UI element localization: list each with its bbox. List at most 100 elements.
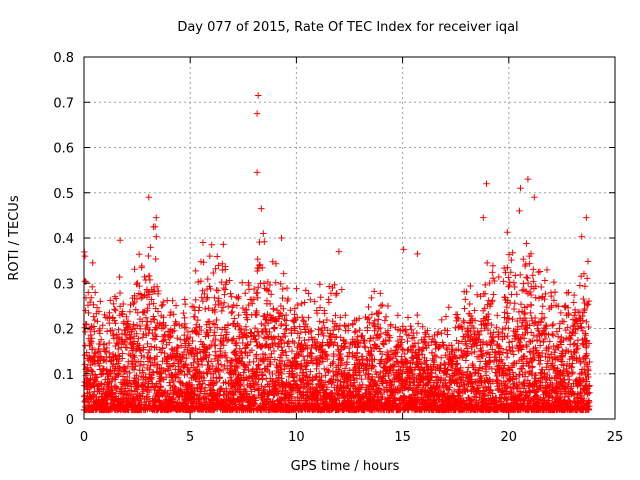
data-point-marker [109, 314, 117, 321]
data-point-marker [109, 386, 116, 394]
data-point-marker [504, 332, 511, 340]
data-point-marker [186, 368, 193, 375]
data-point-marker [169, 297, 176, 304]
data-point-marker [203, 345, 210, 353]
data-point-marker [302, 287, 310, 294]
data-point-marker [205, 332, 212, 340]
data-point-marker [136, 282, 143, 290]
data-point-marker [123, 391, 130, 398]
data-point-marker [146, 346, 153, 354]
data-point-marker [139, 334, 147, 341]
data-point-marker [232, 340, 239, 347]
data-point-marker [91, 352, 98, 360]
data-points [80, 92, 593, 414]
data-point-marker [133, 330, 140, 337]
data-point-marker [500, 264, 508, 272]
data-point-marker [457, 347, 465, 354]
data-point-marker [194, 278, 202, 286]
data-point-marker [152, 331, 159, 339]
data-point-marker [165, 367, 172, 374]
data-point-marker [119, 311, 126, 318]
data-point-marker [96, 362, 103, 370]
data-point-marker [153, 344, 160, 351]
data-point-marker [152, 255, 159, 263]
data-point-marker [153, 233, 160, 240]
data-point-marker [169, 353, 176, 360]
data-point-marker [127, 334, 134, 341]
data-point-marker [379, 301, 386, 309]
data-point-marker [161, 389, 168, 396]
data-point-marker [144, 393, 151, 400]
data-point-marker [196, 323, 203, 330]
data-point-marker [353, 316, 360, 324]
data-point-marker [213, 316, 220, 324]
data-point-marker [196, 304, 203, 311]
data-point-marker [302, 329, 309, 336]
data-point-marker [216, 374, 224, 381]
data-point-marker [206, 351, 213, 359]
data-point-marker [325, 299, 333, 306]
data-point-marker [316, 318, 323, 325]
data-point-marker [146, 301, 153, 308]
data-point-marker [114, 352, 122, 359]
data-point-marker [261, 238, 268, 245]
data-point-marker [361, 343, 368, 350]
data-point-marker [85, 309, 92, 317]
data-point-marker [142, 401, 150, 409]
data-point-marker [196, 369, 204, 376]
data-point-marker [126, 369, 133, 377]
data-point-marker [189, 337, 196, 345]
data-point-marker [186, 333, 194, 341]
data-point-marker [138, 294, 145, 302]
data-point-marker [280, 270, 287, 277]
data-point-marker [154, 308, 162, 315]
data-point-marker [227, 290, 234, 297]
data-point-marker [201, 290, 208, 298]
data-point-marker [162, 322, 169, 329]
data-point-marker [115, 357, 123, 365]
data-point-marker [119, 350, 126, 357]
data-point-marker [404, 314, 412, 321]
data-point-marker [170, 311, 177, 318]
data-point-marker [229, 336, 236, 344]
data-point-marker [87, 294, 95, 302]
data-point-marker [137, 347, 144, 355]
data-point-marker [445, 304, 453, 311]
data-point-marker [166, 379, 173, 386]
data-point-marker [211, 348, 219, 355]
data-point-marker [270, 324, 278, 332]
data-point-marker [111, 306, 118, 313]
data-point-marker [413, 329, 421, 337]
data-point-marker [171, 322, 178, 329]
data-point-marker [207, 326, 214, 334]
data-point-marker [157, 384, 165, 391]
data-point-marker [407, 322, 414, 330]
data-point-marker [169, 346, 176, 354]
data-point-marker [145, 291, 153, 298]
data-point-marker [140, 344, 147, 351]
data-point-marker [147, 354, 154, 361]
data-point-marker [183, 354, 190, 362]
data-point-marker [294, 301, 301, 309]
data-point-marker [202, 305, 209, 313]
data-point-marker [161, 332, 169, 339]
data-point-marker [130, 321, 137, 328]
data-point-marker [228, 309, 235, 317]
data-point-marker [390, 363, 398, 371]
data-point-marker [206, 366, 214, 373]
data-point-marker [293, 285, 300, 292]
data-point-marker [207, 285, 214, 293]
data-point-marker [150, 369, 157, 376]
data-point-marker [377, 290, 384, 297]
data-point-marker [146, 272, 153, 280]
data-point-marker [167, 332, 175, 340]
data-point-marker [305, 290, 312, 297]
data-point-marker [126, 335, 134, 343]
data-point-marker [211, 294, 218, 302]
data-point-marker [145, 252, 152, 260]
data-point-marker [222, 266, 229, 273]
data-point-marker [352, 328, 360, 335]
data-point-marker [193, 321, 200, 328]
data-point-marker [174, 334, 181, 342]
